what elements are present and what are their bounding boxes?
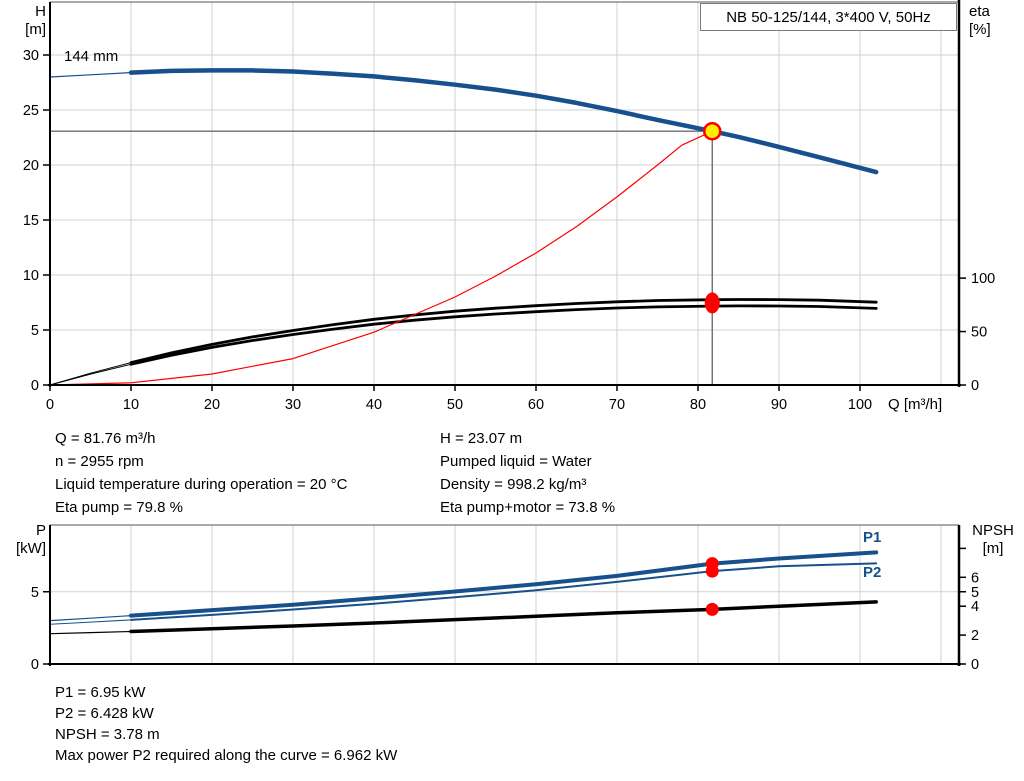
q-tick-label: 0 [46, 397, 54, 413]
duty-point-marker [703, 121, 722, 141]
head-curve-144mm [128, 68, 879, 175]
npsh-tick-label: 0 [971, 657, 979, 673]
npsh-tick-label: 4 [971, 599, 979, 615]
info-max-power: Max power P2 required along the curve = … [55, 747, 398, 764]
p2-curve [130, 562, 878, 621]
info-h: H = 23.07 m [440, 430, 523, 447]
impeller-diameter-label: 144 mm [64, 48, 119, 65]
npsh-tick-label: 5 [971, 585, 979, 601]
pump-title-box: NB 50-125/144, 3*400 V, 50Hz [700, 3, 957, 31]
info-density: Density = 998.2 kg/m³ [440, 476, 587, 493]
h-tick-label: 30 [23, 48, 39, 64]
p1-curve-leadin [49, 551, 877, 622]
qh-curves [49, 68, 879, 386]
h-tick-label: 10 [23, 268, 39, 284]
info-pumped-liquid: Pumped liquid = Water [440, 453, 592, 470]
qh-markers [703, 121, 722, 314]
q-tick-label: 20 [204, 397, 220, 413]
npsh-axis-label: NPSH [m] [964, 522, 1022, 558]
q-tick-label: 100 [848, 397, 872, 413]
power-info-block: P1 = 6.95 kW P2 = 6.428 kW NPSH = 3.78 m… [55, 682, 397, 766]
q-tick-label: 10 [123, 397, 139, 413]
h-axis-label: H [m] [8, 3, 46, 39]
npsh-axis-label-symbol: NPSH [972, 522, 1014, 539]
eta-pump-motor-curve [129, 304, 878, 366]
npsh-tick-label: 2 [971, 628, 979, 644]
eta-axis-label-symbol: eta [969, 3, 990, 20]
eta-tick-label: 100 [971, 271, 995, 287]
npsh-axis-label-unit: [m] [982, 540, 1004, 557]
qh-ticks: 0 5 10 15 20 25 30 0 50 100 0 10 20 30 40 50 60 70 80 90 100 [23, 48, 995, 413]
p-tick-label: 0 [31, 657, 39, 673]
q-axis-label: Q [m³/h] [888, 396, 943, 413]
duty-parabola-leadin [49, 130, 713, 386]
h-tick-label: 5 [31, 323, 39, 339]
p-axis-label-symbol: P [35, 522, 46, 539]
info-n: n = 2955 rpm [55, 453, 144, 470]
p-tick-label: 5 [31, 585, 39, 601]
h-tick-label: 25 [23, 103, 39, 119]
duty-crosshair [50, 130, 713, 385]
eta-pump-curve [129, 298, 878, 365]
qh-axes [48, 0, 961, 387]
npsh-duty-marker [705, 602, 719, 616]
npsh-tick-label: 6 [971, 570, 979, 586]
eta-axis-label: eta [%] [969, 3, 991, 39]
q-tick-label: 60 [528, 397, 544, 413]
power-gridlines [50, 525, 959, 664]
eta-tick-label: 0 [971, 378, 979, 394]
info-liquid-temp: Liquid temperature during operation = 20… [55, 476, 348, 493]
h-axis-label-unit: [m] [25, 21, 46, 38]
p1-curve [129, 550, 879, 618]
q-tick-label: 40 [366, 397, 382, 413]
p-axis-label-unit: [kW] [16, 540, 46, 557]
eta-pump-motor-curve-leadin [49, 305, 877, 386]
info-p1: P1 = 6.95 kW [55, 684, 146, 701]
eta-pump-curve-leadin [49, 299, 877, 386]
info-eta-pump-motor: Eta pump+motor = 73.8 % [440, 499, 616, 516]
eta-tick-label: 50 [971, 325, 987, 341]
h-tick-label: 20 [23, 158, 39, 174]
pump-title-text: NB 50-125/144, 3*400 V, 50Hz [726, 8, 931, 26]
power-curves [49, 550, 879, 635]
qh-gridlines [50, 2, 959, 385]
qh-chart: 0 5 10 15 20 25 30 0 50 100 0 10 20 30 40 50 60 70 80 90 100 [23, 0, 995, 413]
q-tick-label: 70 [609, 397, 625, 413]
eta-axis-label-unit: [%] [969, 21, 991, 38]
p-axis-label: P [kW] [4, 522, 46, 558]
npsh-curve [129, 600, 878, 634]
power-axes [48, 524, 961, 666]
duty-info-left: Q = 81.76 m³/h n = 2955 rpm Liquid tempe… [55, 427, 347, 519]
info-q: Q = 81.76 m³/h [55, 430, 156, 447]
info-p2: P2 = 6.428 kW [55, 705, 154, 722]
eta-duty-marker [704, 292, 720, 314]
q-tick-label: 50 [447, 397, 463, 413]
q-tick-label: 30 [285, 397, 301, 413]
p2-curve-leadin [49, 562, 877, 625]
h-tick-label: 15 [23, 213, 39, 229]
h-axis-label-symbol: H [35, 3, 46, 20]
duty-info-right: H = 23.07 m Pumped liquid = Water Densit… [440, 427, 615, 519]
info-npsh: NPSH = 3.78 m [55, 726, 160, 743]
p2-duty-marker [705, 564, 719, 578]
info-eta-pump: Eta pump = 79.8 % [55, 499, 183, 516]
q-tick-label: 80 [690, 397, 706, 413]
p2-curve-label: P2 [863, 564, 882, 581]
h-tick-label: 0 [31, 378, 39, 394]
p1-curve-label: P1 [863, 529, 882, 546]
q-tick-label: 90 [771, 397, 787, 413]
power-markers [705, 557, 719, 616]
